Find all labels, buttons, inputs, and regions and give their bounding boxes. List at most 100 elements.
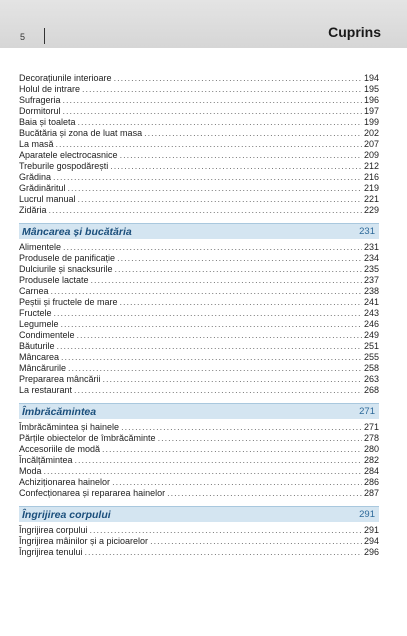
toc-entry[interactable]: Achiziționarea hainelor 286	[19, 477, 379, 488]
toc-entry-label: Produsele lactate	[19, 275, 89, 285]
dot-leader	[74, 385, 362, 396]
toc-entry-label: Treburile gospodărești	[19, 161, 109, 171]
toc-entry-page: 241	[363, 297, 379, 307]
toc-entry[interactable]: Confecționarea și repararea hainelor 287	[19, 488, 379, 499]
toc-entry-label: Lucrul manual	[19, 194, 76, 204]
section-page-number: 271	[359, 406, 375, 417]
toc-entry-label: Decorațiunile interioare	[19, 73, 112, 83]
toc-entry-page: 255	[363, 352, 379, 362]
toc-entry-label: Încălțămintea	[19, 455, 73, 465]
dot-leader	[63, 95, 362, 106]
toc-entry[interactable]: Îngrijirea mâinilor și a picioarelor 294	[19, 536, 379, 547]
toc-entry-label: Părțile obiectelor de îmbrăcăminte	[19, 433, 156, 443]
dot-leader	[61, 352, 362, 363]
toc-entry[interactable]: Alimentele 231	[19, 242, 379, 253]
toc-entry-page: 238	[363, 286, 379, 296]
toc-entry-label: Alimentele	[19, 242, 62, 252]
toc-entry[interactable]: Moda 284	[19, 466, 379, 477]
page-header: 5 Cuprins	[0, 0, 407, 48]
toc-entry-page: 280	[363, 444, 379, 454]
toc-entry-page: 199	[363, 117, 379, 127]
toc-entry[interactable]: Baia și toaleta 199	[19, 117, 379, 128]
toc-entry-label: Accesoriile de modă	[19, 444, 101, 454]
toc-entry[interactable]: La masă 207	[19, 139, 379, 150]
toc-entry-label: La restaurant	[19, 385, 73, 395]
dot-leader	[82, 84, 362, 95]
toc-entry[interactable]: Lucrul manual 221	[19, 194, 379, 205]
dot-leader	[56, 139, 362, 150]
toc-entry-page: 229	[363, 205, 379, 215]
section-heading[interactable]: Îngrijirea corpului 291	[19, 506, 379, 522]
section-heading[interactable]: Mâncarea și bucătăria 231	[19, 223, 379, 239]
toc-entry[interactable]: Condimentele 249	[19, 330, 379, 341]
section-title: Îngrijirea corpului	[22, 508, 111, 521]
dot-leader	[54, 308, 362, 319]
toc-entry-label: Zidăria	[19, 205, 47, 215]
toc-entry[interactable]: Zidăria 229	[19, 205, 379, 216]
toc-entry[interactable]: Părțile obiectelor de îmbrăcăminte 278	[19, 433, 379, 444]
toc-entry[interactable]: Grădinăritul 219	[19, 183, 379, 194]
toc-entry-page: 221	[363, 194, 379, 204]
toc-entry[interactable]: La restaurant 268	[19, 385, 379, 396]
toc-entry-label: Mâncarea	[19, 352, 60, 362]
toc-entry-page: 216	[363, 172, 379, 182]
toc-entry-label: Prepararea mâncării	[19, 374, 101, 384]
toc-entry[interactable]: Produsele lactate 237	[19, 275, 379, 286]
dot-leader	[112, 477, 362, 488]
toc-entry[interactable]: Peștii și fructele de mare 241	[19, 297, 379, 308]
toc-entry[interactable]: Carnea 238	[19, 286, 379, 297]
toc-entry[interactable]: Holul de intrare 195	[19, 84, 379, 95]
toc-entry-page: 207	[363, 139, 379, 149]
toc-entry[interactable]: Îmbrăcămintea și hainele 271	[19, 422, 379, 433]
toc-entry[interactable]: Prepararea mâncării 263	[19, 374, 379, 385]
toc-entry[interactable]: Dulciurile și snacksurile 235	[19, 264, 379, 275]
toc-entry-label: Grădinăritul	[19, 183, 66, 193]
dot-leader	[110, 161, 362, 172]
toc-entry-page: 287	[363, 488, 379, 498]
toc-entry-page: 268	[363, 385, 379, 395]
dot-leader	[63, 242, 362, 253]
toc-entry-label: Îngrijirea mâinilor și a picioarelor	[19, 536, 149, 546]
toc-entry[interactable]: Sufrageria 196	[19, 95, 379, 106]
toc-entry-label: Fructele	[19, 308, 52, 318]
toc-entry[interactable]: Grădina 216	[19, 172, 379, 183]
toc-entry[interactable]: Legumele 246	[19, 319, 379, 330]
dot-leader	[49, 205, 362, 216]
table-of-contents: Decorațiunile interioare194Holul de intr…	[19, 73, 379, 558]
toc-entry[interactable]: Îngrijirea tenului 296	[19, 547, 379, 558]
toc-entry[interactable]: Aparatele electrocasnice 209	[19, 150, 379, 161]
toc-entry[interactable]: Fructele 243	[19, 308, 379, 319]
toc-entry-page: 237	[363, 275, 379, 285]
toc-entry[interactable]: Dormitorul 197	[19, 106, 379, 117]
dot-leader	[78, 117, 362, 128]
toc-entry[interactable]: Treburile gospodărești 212	[19, 161, 379, 172]
toc-entry-label: Sufrageria	[19, 95, 61, 105]
toc-entry-label: Holul de intrare	[19, 84, 81, 94]
toc-entry[interactable]: Decorațiunile interioare 194	[19, 73, 379, 84]
dot-leader	[115, 264, 362, 275]
toc-entry[interactable]: Băuturile 251	[19, 341, 379, 352]
toc-entry-page: 296	[363, 547, 379, 557]
section-heading[interactable]: Îmbrăcămintea 271	[19, 403, 379, 419]
toc-entry[interactable]: Mâncărurile 258	[19, 363, 379, 374]
toc-entry-label: Băuturile	[19, 341, 55, 351]
toc-entry-page: 243	[363, 308, 379, 318]
toc-entry[interactable]: Accesoriile de modă 280	[19, 444, 379, 455]
toc-entry-page: 209	[363, 150, 379, 160]
toc-entry[interactable]: Încălțămintea 282	[19, 455, 379, 466]
toc-entry-page: 246	[363, 319, 379, 329]
dot-leader	[117, 253, 362, 264]
section-page-number: 231	[359, 226, 375, 237]
toc-entry[interactable]: Îngrijirea corpului 291	[19, 525, 379, 536]
dot-leader	[120, 297, 362, 308]
dot-leader	[121, 422, 362, 433]
toc-entry-page: 263	[363, 374, 379, 384]
toc-entry-label: Moda	[19, 466, 42, 476]
toc-entry-page: 291	[363, 525, 379, 535]
toc-entry-page: 234	[363, 253, 379, 263]
toc-entry[interactable]: Produsele de panificație 234	[19, 253, 379, 264]
toc-entry[interactable]: Bucătăria și zona de luat masa 202	[19, 128, 379, 139]
toc-entry[interactable]: Mâncarea 255	[19, 352, 379, 363]
toc-entry-page: 278	[363, 433, 379, 443]
toc-entry-label: Produsele de panificație	[19, 253, 116, 263]
